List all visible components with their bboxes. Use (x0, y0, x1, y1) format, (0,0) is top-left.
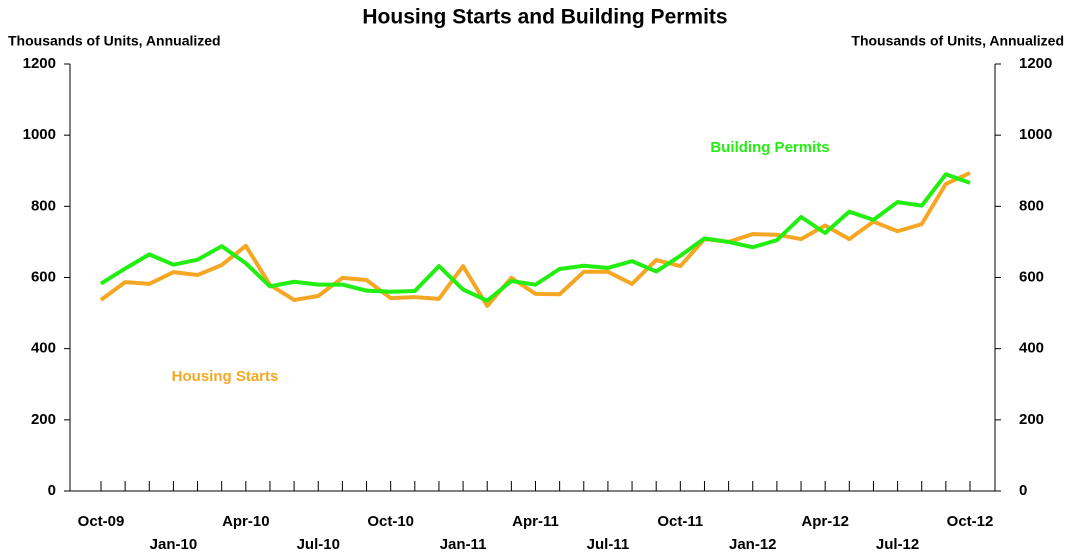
y2-tick-label: 1200 (1019, 55, 1052, 72)
series-label: Housing Starts (172, 368, 279, 385)
x-tick-label: Oct-11 (657, 513, 703, 530)
y2-tick-label: 200 (1019, 411, 1044, 428)
y-axis-label: Thousands of Units, Annualized (8, 33, 221, 49)
y-tick-label: 1000 (23, 126, 56, 143)
chart-title: Housing Starts and Building Permits (362, 6, 727, 29)
series-label: Building Permits (710, 139, 829, 156)
x-tick-label: Jul-12 (876, 536, 919, 553)
x-tick-label: Jan-12 (729, 536, 777, 553)
y2-tick-label: 600 (1019, 268, 1044, 285)
x-tick-label: Oct-10 (367, 513, 414, 530)
x-tick-label: Oct-09 (78, 513, 125, 530)
x-tick-label: Jul-10 (297, 536, 340, 553)
x-tick-label: Apr-12 (801, 513, 849, 530)
y-tick-label: 1200 (23, 55, 56, 72)
x-tick-label: Apr-11 (512, 513, 559, 530)
y2-axis-label: Thousands of Units, Annualized (851, 33, 1064, 49)
series-line (99, 172, 971, 303)
y-tick-label: 0 (48, 482, 56, 499)
y-tick-label: 400 (31, 340, 56, 357)
x-tick-label: Jul-11 (587, 536, 630, 553)
y2-tick-label: 1000 (1019, 126, 1052, 143)
x-tick-label: Jan-11 (440, 536, 487, 553)
y2-tick-label: 0 (1019, 482, 1027, 499)
y-tick-label: 200 (31, 411, 56, 428)
y2-tick-label: 400 (1019, 340, 1044, 357)
y2-tick-label: 800 (1019, 197, 1044, 214)
y-tick-label: 800 (31, 197, 56, 214)
y-tick-label: 600 (31, 268, 56, 285)
x-tick-label: Apr-10 (222, 513, 270, 530)
series-line (99, 171, 971, 308)
x-tick-label: Oct-12 (947, 513, 994, 530)
x-tick-label: Jan-10 (150, 536, 198, 553)
